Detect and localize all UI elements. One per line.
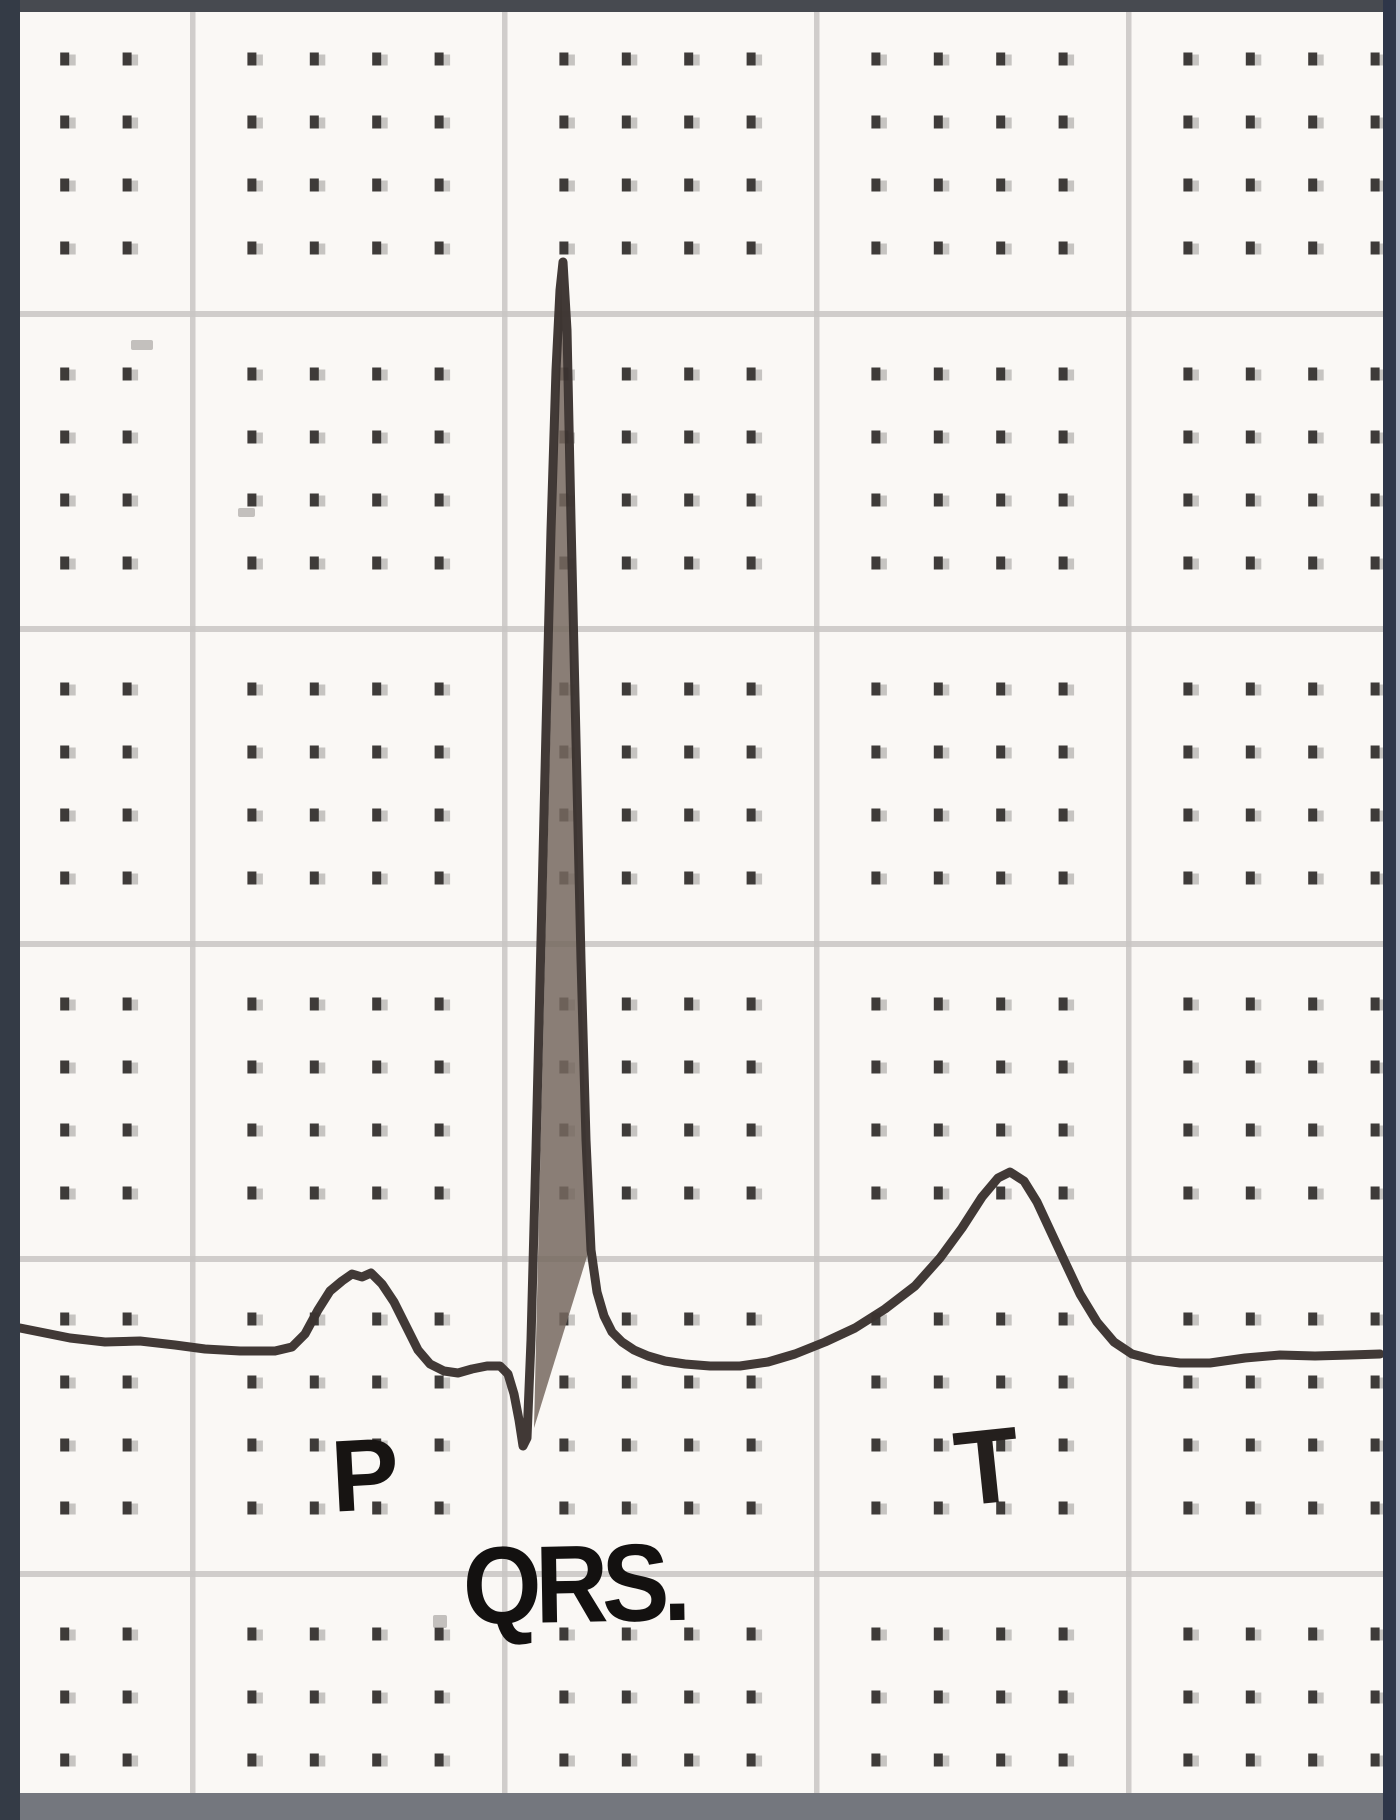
border-bottom [0,1793,1400,1820]
qrs-complex-label: QRS. [461,1520,686,1648]
ecg-trace [15,257,1385,1451]
scan-artifact [433,1615,447,1628]
qrs-spike-fill [534,274,589,1428]
border-left [0,0,20,1820]
scan-artifact [238,508,255,517]
border-right-edge [1396,0,1400,1820]
border-right [1383,0,1400,1820]
scan-artifact [131,340,153,350]
border-top [0,0,1400,12]
dot-grid [20,12,1384,1794]
t-wave-label: T [949,1404,1026,1530]
p-wave-label: P [328,1416,402,1534]
